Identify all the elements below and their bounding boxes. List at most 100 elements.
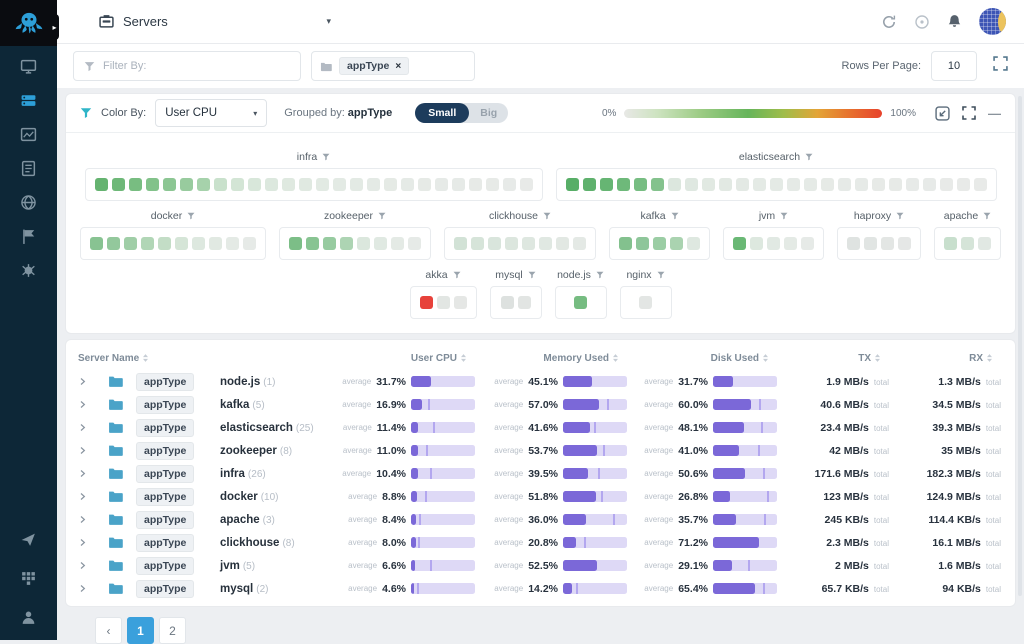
- heatmap-cell[interactable]: [175, 237, 188, 250]
- heatmap-cell[interactable]: [786, 178, 800, 191]
- heatmap-cell[interactable]: [519, 178, 533, 191]
- heatmap-cell[interactable]: [961, 237, 974, 250]
- heatmap-cell[interactable]: [944, 237, 957, 250]
- filter-icon[interactable]: [780, 212, 788, 220]
- heatmap-cell[interactable]: [633, 178, 647, 191]
- heatmap-cell[interactable]: [752, 178, 766, 191]
- column-header-disk-used[interactable]: Disk Used: [627, 353, 777, 364]
- apptype-chip[interactable]: appType: [136, 487, 195, 506]
- heatmap-cell[interactable]: [141, 237, 154, 250]
- heatmap-cell[interactable]: [281, 178, 295, 191]
- sidebar-item-experience[interactable]: [12, 224, 46, 249]
- heatmap-cell[interactable]: [471, 237, 484, 250]
- filter-icon[interactable]: [671, 212, 679, 220]
- heatmap-cell[interactable]: [434, 178, 448, 191]
- heatmap-cell[interactable]: [784, 237, 797, 250]
- status-icon[interactable]: [914, 14, 930, 30]
- apptype-chip[interactable]: appType ×: [339, 57, 410, 75]
- group-filter-box[interactable]: appType ×: [311, 51, 475, 81]
- heatmap-cell[interactable]: [94, 178, 108, 191]
- chevron-right-icon[interactable]: [70, 400, 94, 409]
- filter-icon[interactable]: [528, 271, 536, 279]
- heatmap-cell[interactable]: [192, 237, 205, 250]
- heatmap-cell[interactable]: [323, 237, 336, 250]
- heatmap-cell[interactable]: [619, 237, 632, 250]
- filter-icon[interactable]: [596, 271, 604, 279]
- sidebar-item-servers[interactable]: [12, 88, 46, 113]
- sidebar-item-account[interactable]: [12, 605, 46, 630]
- heatmap-cell[interactable]: [599, 178, 613, 191]
- heatmap-cell[interactable]: [145, 178, 159, 191]
- heatmap-cell[interactable]: [230, 178, 244, 191]
- heatmap-cell[interactable]: [978, 237, 991, 250]
- heatmap-cell[interactable]: [357, 237, 370, 250]
- table-row-docker[interactable]: appType docker (10) average 8.8% average 51.8%…: [70, 485, 1001, 508]
- expand-panel-icon[interactable]: [962, 106, 976, 120]
- heatmap-cell[interactable]: [454, 237, 467, 250]
- heatmap-cell[interactable]: [505, 237, 518, 250]
- apptype-chip[interactable]: appType: [136, 464, 195, 483]
- heatmap-cell[interactable]: [243, 237, 256, 250]
- apptype-chip[interactable]: appType: [136, 533, 195, 552]
- heatmap-cell[interactable]: [468, 178, 482, 191]
- heatmap-cell[interactable]: [517, 296, 531, 309]
- heatmap-cell[interactable]: [111, 178, 125, 191]
- heatmap-cell[interactable]: [209, 237, 222, 250]
- filter-icon[interactable]: [657, 271, 665, 279]
- color-by-select[interactable]: User CPU ▾: [155, 99, 268, 127]
- heatmap-cell[interactable]: [419, 296, 433, 309]
- heatmap-cell[interactable]: [374, 237, 387, 250]
- heatmap-cell[interactable]: [639, 296, 652, 309]
- chevron-right-icon[interactable]: [70, 515, 94, 524]
- column-header-server-name[interactable]: Server Name: [70, 353, 329, 364]
- heatmap-cell[interactable]: [162, 178, 176, 191]
- sort-icon[interactable]: [874, 353, 881, 363]
- heatmap-cell[interactable]: [582, 178, 596, 191]
- heatmap-cell[interactable]: [881, 237, 894, 250]
- heatmap-cell[interactable]: [801, 237, 814, 250]
- avatar[interactable]: [979, 8, 1006, 35]
- heatmap-cell[interactable]: [298, 178, 312, 191]
- sidebar-expand-tab[interactable]: ▸: [50, 14, 59, 40]
- apptype-chip[interactable]: appType: [136, 579, 195, 598]
- heatmap-cell[interactable]: [332, 178, 346, 191]
- heatmap-cell[interactable]: [650, 178, 664, 191]
- sidebar-item-logs[interactable]: [12, 156, 46, 181]
- heatmap-cell[interactable]: [417, 178, 431, 191]
- heatmap-cell[interactable]: [837, 178, 851, 191]
- heatmap-cell[interactable]: [453, 296, 467, 309]
- heatmap-cell[interactable]: [289, 237, 302, 250]
- heatmap-cell[interactable]: [898, 237, 911, 250]
- heatmap-cell[interactable]: [485, 178, 499, 191]
- heatmap-cell[interactable]: [522, 237, 535, 250]
- column-header-tx[interactable]: TX: [777, 353, 889, 364]
- heatmap-cell[interactable]: [158, 237, 171, 250]
- heatmap-cell[interactable]: [179, 178, 193, 191]
- heatmap-cell[interactable]: [436, 296, 450, 309]
- heatmap-cell[interactable]: [718, 178, 732, 191]
- heatmap-cell[interactable]: [684, 178, 698, 191]
- fullscreen-icon[interactable]: [993, 56, 1008, 76]
- heatmap-cell[interactable]: [667, 178, 681, 191]
- heatmap-cell[interactable]: [196, 178, 210, 191]
- apptype-chip[interactable]: appType: [136, 556, 195, 575]
- heatmap-cell[interactable]: [769, 178, 783, 191]
- heatmap-cell[interactable]: [574, 296, 587, 309]
- sidebar-item-alerts[interactable]: [12, 190, 46, 215]
- heatmap-cell[interactable]: [864, 237, 877, 250]
- filter-icon[interactable]: [187, 212, 195, 220]
- column-header-user-cpu[interactable]: User CPU: [329, 353, 475, 364]
- rows-per-page-input[interactable]: [931, 51, 977, 81]
- heatmap-cell[interactable]: [750, 237, 763, 250]
- filter-icon[interactable]: [983, 212, 991, 220]
- heatmap-cell[interactable]: [854, 178, 868, 191]
- heatmap-cell[interactable]: [956, 178, 970, 191]
- heatmap-cell[interactable]: [128, 178, 142, 191]
- heatmap-cell[interactable]: [687, 237, 700, 250]
- scrollbar[interactable]: [1018, 96, 1022, 596]
- heatmap-cell[interactable]: [349, 178, 363, 191]
- sidebar-item-dashboards[interactable]: [12, 122, 46, 147]
- apptype-chip[interactable]: appType: [136, 395, 195, 414]
- collapse-panel-icon[interactable]: [935, 105, 950, 121]
- heatmap-cell[interactable]: [90, 237, 103, 250]
